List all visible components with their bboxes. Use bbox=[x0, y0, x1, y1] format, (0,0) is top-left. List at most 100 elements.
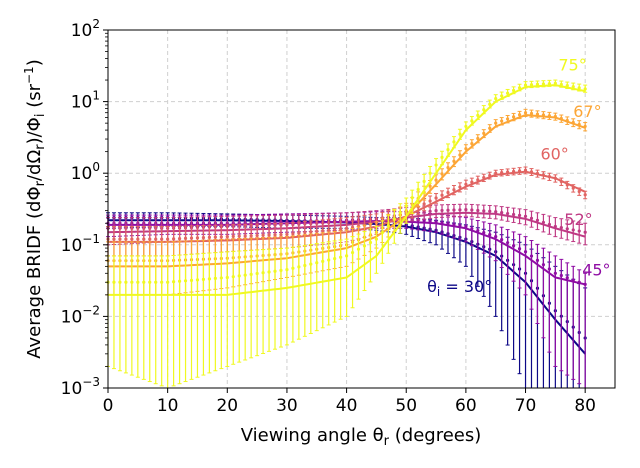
data-point bbox=[452, 159, 456, 163]
data-point bbox=[166, 280, 170, 284]
data-point bbox=[440, 193, 444, 197]
y-tick-label: 10−2 bbox=[61, 303, 100, 327]
x-tick-label: 70 bbox=[515, 396, 537, 416]
series-5 bbox=[106, 79, 588, 389]
data-point bbox=[166, 237, 170, 241]
data-point bbox=[225, 235, 229, 239]
x-tick-label: 30 bbox=[276, 396, 298, 416]
data-point bbox=[321, 259, 325, 263]
data-point bbox=[297, 231, 301, 235]
data-point bbox=[476, 136, 480, 141]
data-point bbox=[452, 188, 456, 192]
data-point bbox=[488, 102, 492, 106]
data-point bbox=[446, 165, 450, 170]
data-point bbox=[464, 147, 468, 151]
data-point bbox=[291, 266, 295, 270]
y-axis-ticks: 10−3 10−2 10−1 100 101 102 bbox=[61, 17, 108, 399]
data-point bbox=[506, 91, 510, 95]
data-point bbox=[523, 250, 528, 254]
data-point bbox=[428, 209, 432, 213]
data-point bbox=[470, 141, 474, 146]
data-point bbox=[267, 270, 271, 274]
data-point bbox=[452, 208, 456, 212]
data-point bbox=[577, 229, 581, 233]
data-point bbox=[136, 280, 140, 284]
data-point bbox=[321, 229, 325, 233]
data-point bbox=[440, 208, 444, 213]
data-point bbox=[183, 279, 188, 283]
data-point bbox=[231, 275, 235, 279]
data-point bbox=[356, 247, 361, 251]
data-point bbox=[255, 271, 259, 276]
plot-background bbox=[108, 30, 615, 388]
data-point bbox=[571, 228, 575, 232]
data-point bbox=[392, 217, 396, 221]
data-point bbox=[535, 218, 540, 222]
data-point bbox=[160, 237, 164, 241]
data-point bbox=[446, 208, 450, 212]
data-point bbox=[327, 258, 331, 262]
data-point bbox=[154, 237, 158, 241]
series-label-5: 75° bbox=[558, 56, 586, 75]
data-point bbox=[148, 237, 152, 241]
data-point bbox=[136, 237, 140, 241]
y-axis-label: Average BRIDF (dΦr/dΩr)/Φi (sr−1) bbox=[22, 59, 48, 358]
data-point bbox=[500, 94, 504, 98]
data-point bbox=[458, 185, 462, 189]
data-point bbox=[517, 247, 522, 251]
data-point bbox=[148, 280, 152, 284]
data-point bbox=[494, 121, 498, 125]
data-point bbox=[249, 272, 253, 276]
data-point bbox=[452, 140, 456, 144]
data-point bbox=[386, 224, 390, 228]
data-point bbox=[500, 238, 504, 242]
data-point bbox=[529, 254, 534, 258]
y-tick-label: 10−3 bbox=[61, 375, 100, 399]
data-point bbox=[517, 213, 522, 217]
y-tick-label: 10−1 bbox=[61, 232, 100, 256]
data-point bbox=[160, 280, 164, 284]
data-point bbox=[255, 233, 259, 238]
data-point bbox=[261, 233, 265, 237]
data-point bbox=[309, 262, 313, 266]
data-point bbox=[339, 255, 343, 259]
data-point bbox=[142, 280, 146, 284]
x-tick-label: 10 bbox=[157, 396, 179, 416]
data-point bbox=[201, 277, 206, 281]
data-point bbox=[529, 83, 534, 87]
data-point bbox=[118, 280, 122, 284]
x-tick-label: 80 bbox=[574, 396, 596, 416]
data-point bbox=[285, 268, 289, 272]
data-point bbox=[488, 126, 492, 130]
data-point bbox=[500, 119, 504, 123]
data-point bbox=[482, 230, 486, 235]
x-tick-label: 40 bbox=[336, 396, 358, 416]
data-point bbox=[470, 119, 474, 123]
data-point bbox=[482, 131, 486, 135]
data-point bbox=[112, 237, 116, 241]
data-point bbox=[291, 232, 295, 236]
data-point bbox=[458, 208, 462, 212]
data-point bbox=[195, 236, 200, 240]
data-point bbox=[565, 227, 569, 231]
data-point bbox=[458, 153, 462, 157]
data-point bbox=[243, 234, 247, 238]
data-point bbox=[195, 278, 200, 282]
data-point bbox=[577, 189, 581, 194]
data-point bbox=[535, 258, 540, 262]
data-point bbox=[440, 172, 444, 176]
data-point bbox=[458, 132, 462, 136]
data-point bbox=[529, 111, 534, 116]
series-label-3: 60° bbox=[540, 145, 568, 164]
series-annotations: θi = 30° 45° 52° 60° 67° 75° bbox=[427, 56, 610, 299]
data-point bbox=[506, 211, 510, 216]
plot-frame bbox=[107, 29, 616, 389]
data-point bbox=[201, 236, 206, 240]
data-point bbox=[219, 276, 223, 280]
data-point bbox=[428, 184, 432, 188]
data-point bbox=[350, 250, 355, 255]
series-label-4: 67° bbox=[573, 102, 601, 121]
data-point bbox=[428, 199, 432, 203]
data-point bbox=[422, 202, 426, 206]
